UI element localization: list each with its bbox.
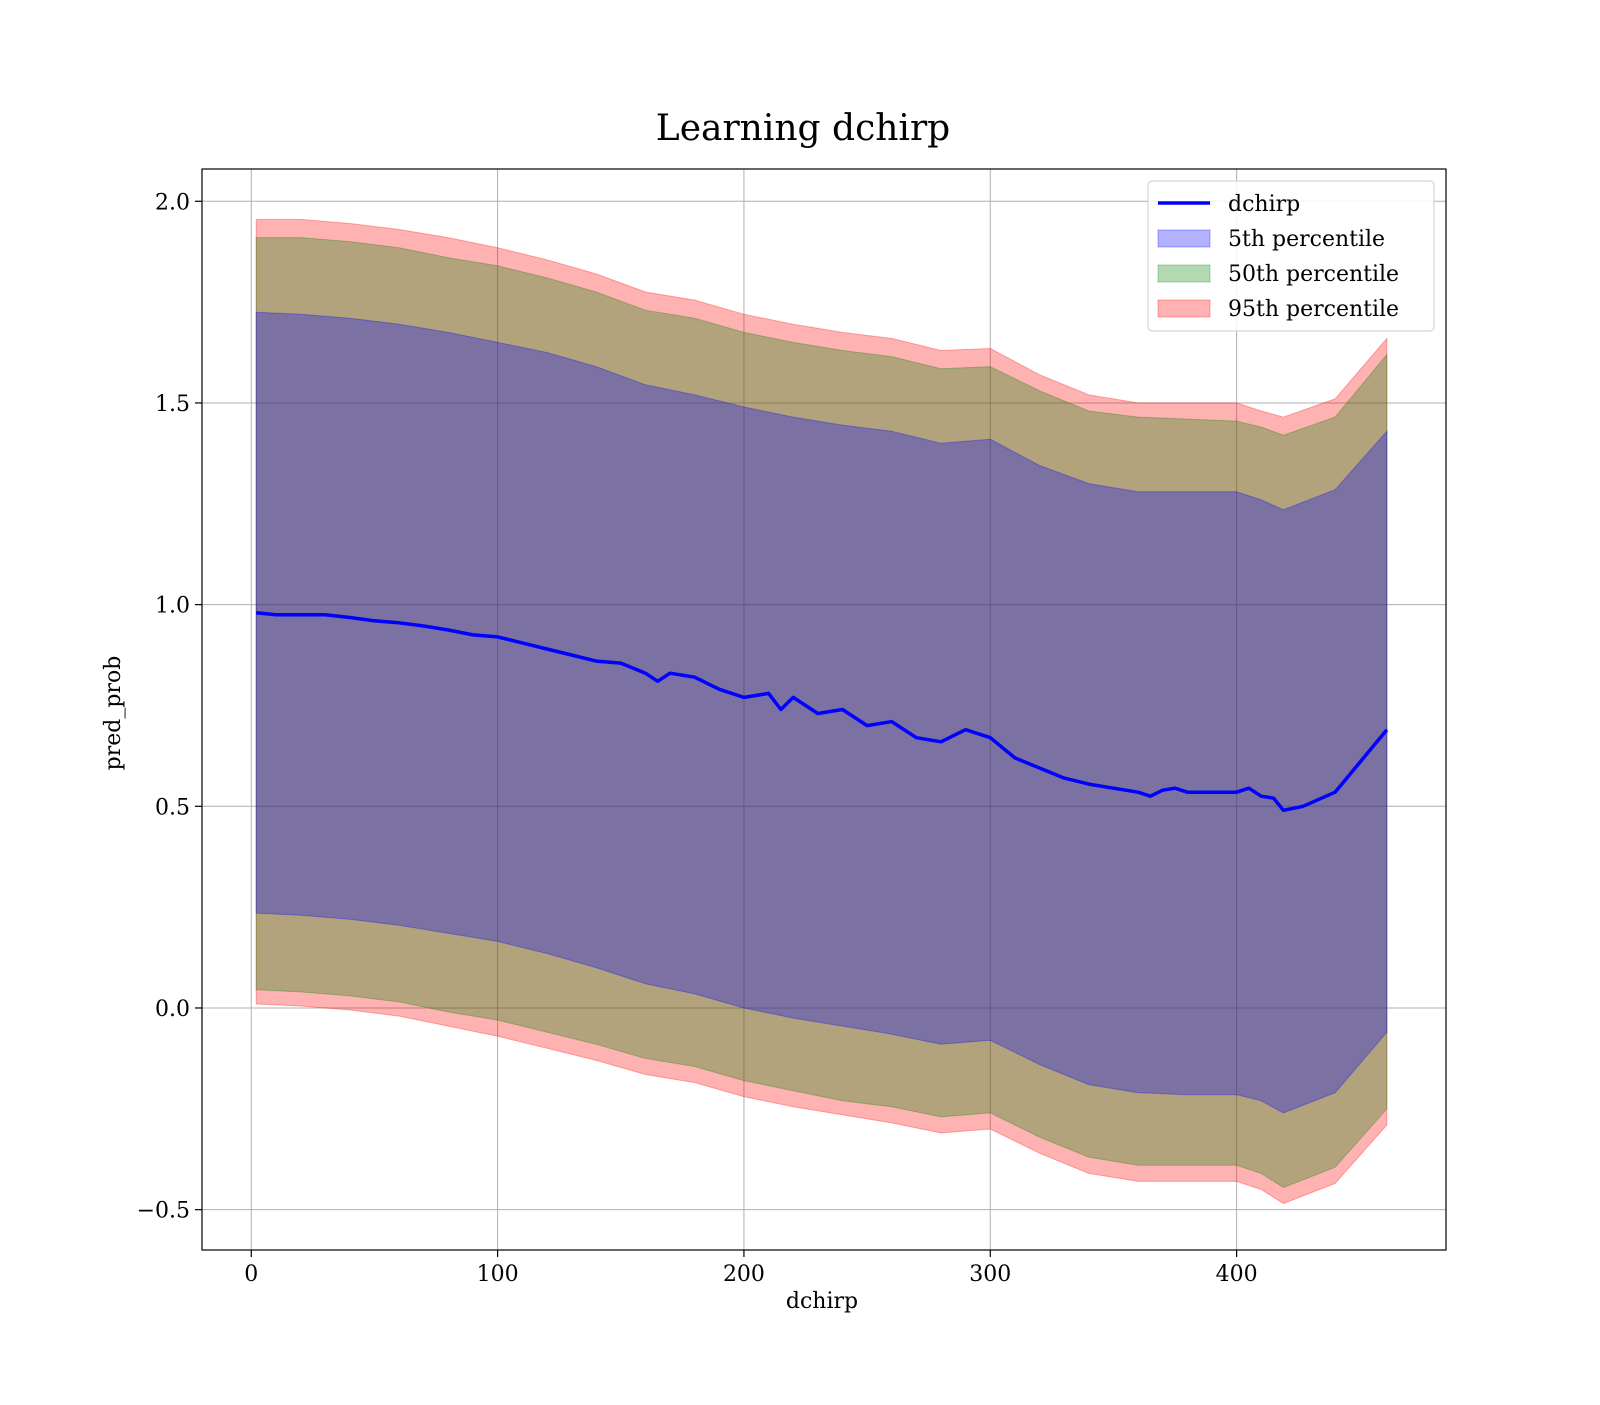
- y-tick-label-0: −0.5: [137, 1199, 190, 1224]
- axis-ticks: 0 100 200 300 400 −0.5 0.0 0.5 1.0 1.5 2.0: [137, 190, 1258, 1287]
- y-tick-label-3: 1.0: [155, 594, 190, 619]
- legend-swatch-50th-percentile: [1157, 264, 1211, 283]
- legend-swatch-5th-percentile: [1157, 229, 1211, 248]
- x-axis-label: dchirp: [786, 1289, 858, 1314]
- x-tick-label-2: 200: [723, 1262, 765, 1287]
- legend-label-95th-percentile: 95th percentile: [1228, 297, 1399, 322]
- legend-label-5th-percentile: 5th percentile: [1228, 227, 1385, 252]
- legend-label-50th-percentile: 50th percentile: [1228, 262, 1399, 287]
- x-tick-label-0: 0: [244, 1262, 258, 1287]
- y-tick-label-2: 0.5: [155, 795, 190, 820]
- series-lines: [256, 610, 1389, 813]
- legend: dchirp 5th percentile 50th percentile 95th …: [1147, 180, 1435, 332]
- legend-box: [1147, 180, 1435, 332]
- plot-frame: [201, 168, 1447, 1251]
- y-axis-label: pred_prob: [101, 656, 126, 771]
- x-tick-label-4: 400: [1216, 1262, 1258, 1287]
- y-tick-label-5: 2.0: [155, 190, 190, 215]
- legend-label-dchirp: dchirp: [1228, 192, 1300, 217]
- y-tick-label-4: 1.5: [155, 392, 190, 417]
- legend-swatch-95th-percentile: [1157, 299, 1211, 318]
- y-tick-label-1: 0.0: [155, 997, 190, 1022]
- x-tick-label-3: 300: [969, 1262, 1011, 1287]
- chart-title: Learning dchirp: [656, 108, 950, 149]
- series-line-dchirp: [256, 610, 1389, 813]
- x-tick-label-1: 100: [477, 1262, 519, 1287]
